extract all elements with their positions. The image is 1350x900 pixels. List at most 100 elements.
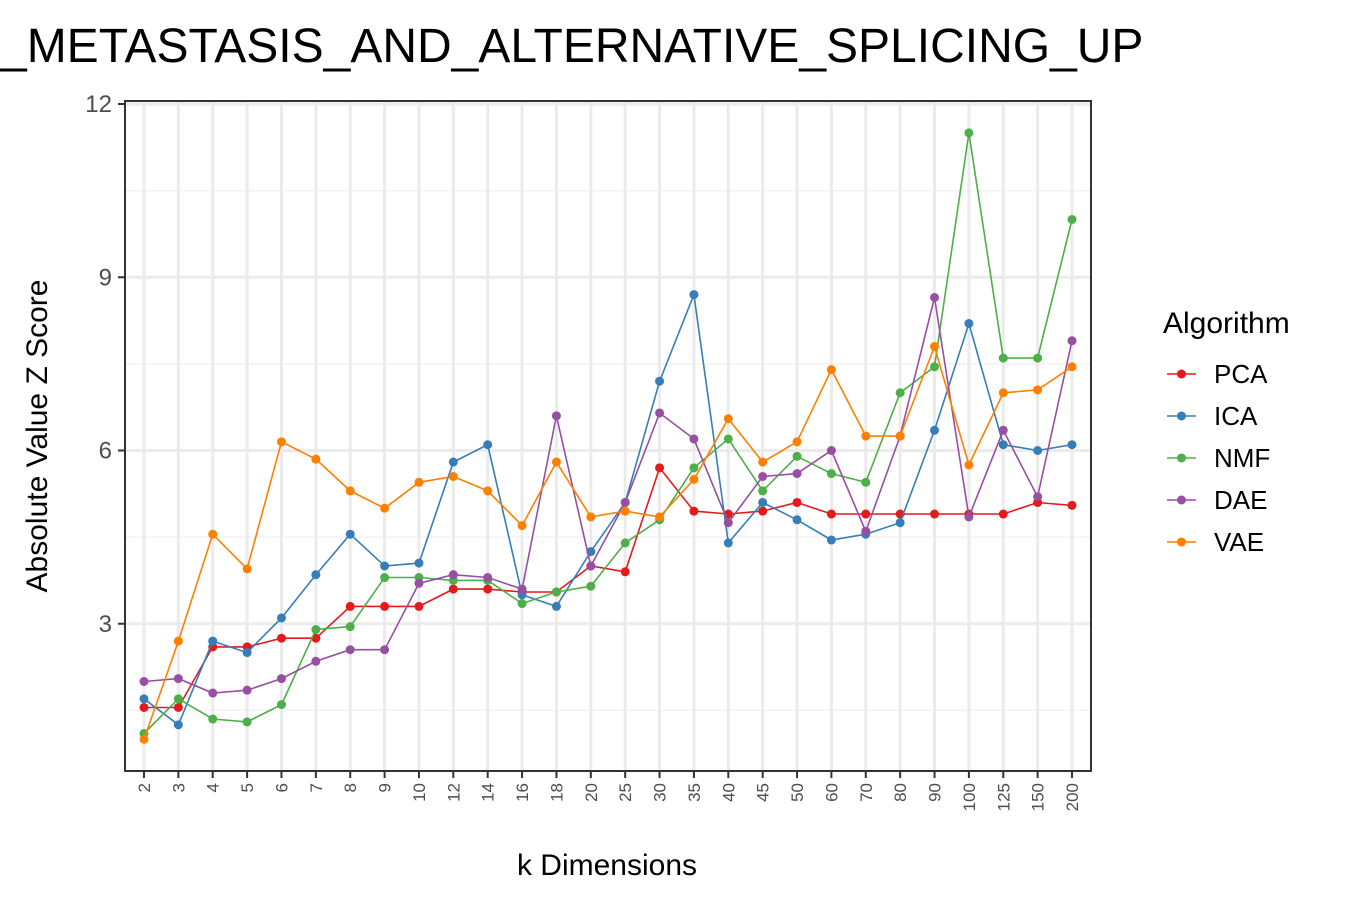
data-point: [620, 567, 630, 577]
data-point: [1067, 336, 1077, 346]
legend-label: VAE: [1214, 527, 1264, 557]
series-line-dae: [143, 297, 1073, 694]
data-point: [208, 636, 218, 646]
data-point: [483, 486, 493, 496]
plot-border: [124, 100, 1092, 772]
data-point: [689, 434, 699, 444]
data-point: [276, 437, 286, 447]
data-point: [792, 515, 802, 525]
data-point: [242, 685, 252, 695]
data-point: [586, 512, 596, 522]
data-point: [1067, 440, 1077, 450]
data-point: [964, 318, 974, 328]
x-tick-label: 100: [960, 783, 979, 811]
x-tick-label: 5: [238, 783, 257, 792]
legend-key-point: [1177, 369, 1186, 379]
legend-label: DAE: [1214, 485, 1267, 515]
legend: Algorithm PCA ICA NMF DAE VAE: [1163, 307, 1290, 557]
data-point: [964, 128, 974, 138]
data-point: [517, 584, 527, 594]
x-tick-label: 25: [616, 783, 635, 802]
data-point: [998, 425, 1008, 435]
data-point: [758, 471, 768, 481]
x-tick-label: 7: [307, 783, 326, 792]
data-point: [483, 584, 493, 594]
legend-item-vae: VAE: [1167, 527, 1264, 557]
data-point: [414, 558, 424, 568]
x-tick-label: 16: [513, 783, 532, 802]
y-axis-title: Absolute Value Z Score: [21, 280, 54, 593]
data-point: [448, 457, 458, 467]
data-point: [139, 734, 149, 744]
data-point: [380, 645, 390, 655]
legend-key-point: [1177, 495, 1186, 505]
data-point: [276, 700, 286, 710]
x-tick-label: 60: [822, 783, 841, 802]
data-point: [1067, 215, 1077, 224]
data-point: [1067, 500, 1077, 510]
data-point: [895, 518, 905, 528]
data-point: [517, 599, 527, 609]
data-point: [895, 431, 905, 441]
x-tick-label: 80: [891, 783, 910, 802]
x-tick-label: 20: [582, 783, 601, 802]
data-point: [758, 457, 768, 467]
data-point: [723, 538, 733, 548]
data-point: [689, 506, 699, 516]
data-point: [895, 388, 905, 398]
data-point: [311, 625, 321, 635]
data-point: [826, 535, 836, 545]
data-point: [380, 601, 390, 611]
data-point: [689, 290, 699, 300]
data-point: [758, 506, 768, 516]
data-point: [551, 587, 561, 597]
series-ica: [139, 290, 1077, 730]
data-point: [1033, 353, 1043, 363]
x-tick-label: 6: [272, 783, 291, 792]
x-tick-label: 30: [651, 783, 670, 802]
data-point: [689, 463, 699, 473]
data-point: [1067, 362, 1077, 372]
series-line-pca: [144, 466, 1073, 709]
data-point: [792, 469, 802, 479]
data-point: [448, 584, 458, 594]
data-point: [276, 674, 286, 684]
data-point: [242, 717, 252, 727]
data-point: [655, 512, 665, 522]
data-point: [1033, 446, 1043, 455]
data-point: [139, 702, 149, 712]
series-nmf: [139, 128, 1077, 738]
x-tick-label: 150: [1029, 783, 1048, 811]
data-point: [861, 526, 871, 536]
data-point: [380, 561, 390, 571]
data-point: [792, 437, 802, 447]
data-point: [655, 376, 665, 386]
data-point: [448, 471, 458, 481]
x-tick-label: 40: [719, 783, 738, 802]
y-tick-label: 6: [99, 438, 112, 465]
x-tick-label: 3: [169, 783, 188, 792]
data-point: [208, 529, 218, 539]
data-point: [620, 538, 630, 548]
x-tick-label: 70: [857, 783, 876, 802]
data-point: [826, 469, 836, 479]
data-point: [826, 509, 836, 519]
legend-key-point: [1177, 411, 1186, 421]
data-point: [380, 503, 390, 513]
data-point: [242, 564, 252, 574]
x-tick-label: 200: [1063, 783, 1082, 811]
series-dae: [139, 292, 1077, 698]
data-point: [723, 518, 733, 528]
data-point: [998, 388, 1008, 398]
legend-label: NMF: [1214, 443, 1270, 473]
data-point: [208, 688, 218, 698]
data-point: [861, 431, 871, 441]
x-tick-label: 14: [479, 783, 498, 802]
data-point: [723, 434, 733, 444]
data-point: [483, 573, 493, 583]
series-line-ica: [143, 291, 1073, 727]
legend-label: PCA: [1214, 359, 1268, 389]
data-point: [139, 677, 149, 686]
data-point: [551, 457, 561, 467]
